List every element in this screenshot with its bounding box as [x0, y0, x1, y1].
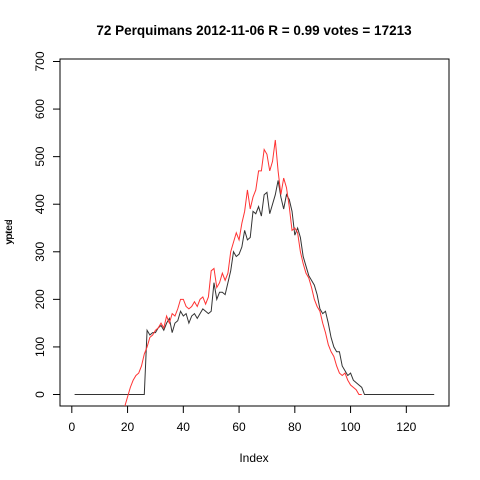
y-axis-label: votes ypred — [4, 219, 15, 244]
x-axis: 0 20 40 60 80 100 120 — [68, 405, 417, 434]
y-tick-label: 100 — [33, 337, 47, 357]
y-tick-label: 600 — [33, 99, 47, 119]
x-tick-label: 40 — [177, 420, 191, 434]
x-tick-label: 120 — [396, 420, 416, 434]
y-axis: 0 100 200 300 400 500 600 700 — [33, 51, 61, 398]
chart-title: 72 Perquimans 2012-11-06 R = 0.99 votes … — [96, 23, 412, 38]
x-tick-label: 0 — [68, 420, 75, 434]
plot-frame — [59, 58, 450, 407]
x-tick-label: 60 — [232, 420, 246, 434]
y-tick-label: 400 — [33, 194, 47, 214]
series-layer — [74, 139, 435, 406]
y-tick-label: 700 — [33, 51, 47, 71]
y-tick-label: 300 — [33, 241, 47, 261]
x-tick-label: 100 — [341, 420, 361, 434]
y-axis-label-votes: votes — [4, 220, 15, 244]
x-axis-label: Index — [239, 451, 268, 465]
series-line-black — [74, 180, 435, 395]
series-line-red — [124, 139, 362, 406]
y-tick-label: 500 — [33, 146, 47, 166]
x-tick-label: 20 — [121, 420, 135, 434]
x-tick-label: 80 — [288, 420, 302, 434]
y-axis-label-ypred: ypred — [4, 219, 15, 244]
y-tick-label: 0 — [33, 391, 47, 398]
y-tick-label: 200 — [33, 289, 47, 309]
